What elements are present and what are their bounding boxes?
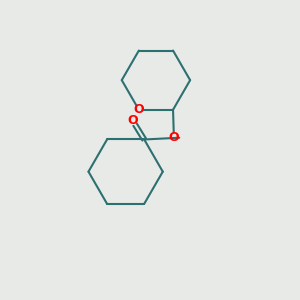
Text: O: O: [169, 131, 179, 145]
Text: O: O: [127, 114, 138, 127]
Text: O: O: [134, 103, 144, 116]
